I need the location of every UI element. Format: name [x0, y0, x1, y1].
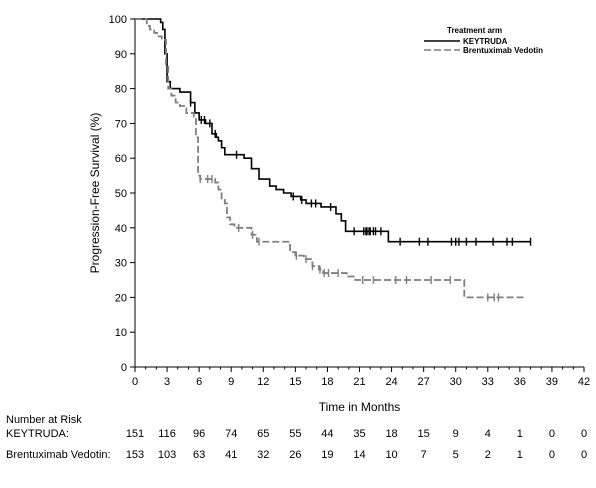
risk-value: 32	[257, 449, 269, 461]
risk-value: 55	[289, 428, 301, 440]
risk-value: 65	[257, 428, 269, 440]
legend-entry: KEYTRUDA	[463, 37, 508, 46]
x-tick-label: 24	[385, 376, 397, 388]
y-tick-label: 50	[115, 188, 127, 200]
y-tick-label: 80	[115, 84, 127, 96]
x-tick-label: 30	[450, 376, 462, 388]
risk-value: 151	[126, 428, 144, 440]
risk-value: 15	[418, 428, 430, 440]
y-tick-label: 30	[115, 258, 127, 270]
x-tick-label: 0	[132, 376, 138, 388]
y-tick-label: 100	[109, 14, 127, 26]
x-tick-label: 12	[257, 376, 269, 388]
risk-value: 63	[193, 449, 205, 461]
x-tick-label: 39	[546, 376, 558, 388]
x-tick-label: 6	[196, 376, 202, 388]
risk-value: 1	[517, 449, 523, 461]
risk-value: 19	[321, 449, 333, 461]
risk-value: 7	[421, 449, 427, 461]
survival-curves	[135, 18, 532, 302]
y-tick-label: 90	[115, 49, 127, 61]
y-tick-label: 40	[115, 223, 127, 235]
risk-row-label: Brentuximab Vedotin:	[6, 449, 111, 461]
x-tick-label: 3	[164, 376, 170, 388]
risk-value: 0	[581, 449, 587, 461]
x-tick-label: 33	[482, 376, 494, 388]
risk-row-label: KEYTRUDA:	[6, 428, 69, 440]
risk-value: 44	[321, 428, 333, 440]
x-tick-label: 9	[228, 376, 234, 388]
risk-value: 14	[353, 449, 365, 461]
curve-brentuximab-vedotin	[135, 18, 526, 299]
x-tick-label: 15	[289, 376, 301, 388]
y-tick-label: 10	[115, 327, 127, 339]
x-tick-label: 27	[418, 376, 430, 388]
risk-value: 153	[126, 449, 144, 461]
x-tick-label: 36	[514, 376, 526, 388]
risk-value: 96	[193, 428, 205, 440]
risk-value: 1	[517, 428, 523, 440]
risk-value: 18	[385, 428, 397, 440]
risk-value: 2	[485, 449, 491, 461]
y-axis-title: Progression-Free Survival (%)	[88, 113, 102, 274]
risk-value: 0	[549, 449, 555, 461]
risk-value: 74	[225, 428, 237, 440]
legend-title: Treatment arm	[447, 26, 502, 35]
curve-keytruda	[135, 18, 531, 243]
y-tick-label: 0	[121, 362, 127, 374]
risk-value: 9	[453, 428, 459, 440]
x-axis-title: Time in Months	[319, 400, 401, 414]
x-tick-label: 21	[353, 376, 365, 388]
risk-value: 0	[549, 428, 555, 440]
x-tick-label: 42	[578, 376, 590, 388]
y-tick-label: 70	[115, 118, 127, 130]
risk-value: 103	[158, 449, 176, 461]
y-tick-label: 20	[115, 292, 127, 304]
risk-value: 5	[453, 449, 459, 461]
risk-value: 41	[225, 449, 237, 461]
x-tick-label: 18	[321, 376, 333, 388]
risk-value: 116	[158, 428, 176, 440]
risk-value: 10	[385, 449, 397, 461]
risk-value: 35	[353, 428, 365, 440]
y-tick-label: 60	[115, 153, 127, 165]
risk-value: 26	[289, 449, 301, 461]
risk-heading: Number at Risk	[6, 414, 82, 426]
risk-value: 4	[485, 428, 491, 440]
risk-value: 0	[581, 428, 587, 440]
legend-entry: Brentuximab Vedotin	[463, 46, 543, 55]
